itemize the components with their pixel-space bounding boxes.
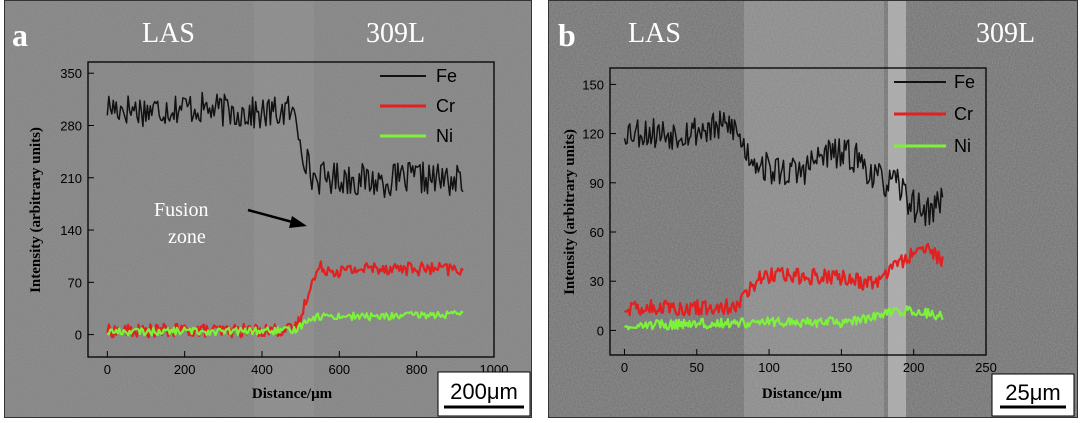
series-ni-line [106,310,464,337]
309l-region-label: 309L [976,18,1035,49]
x-tick-label: 150 [831,360,853,375]
y-tick-labels: 0 70 140 210 280 350 [60,66,82,342]
panel-border [4,0,532,418]
legend-ni-label: Ni [954,136,971,156]
fusion-zone-label-line2: zone [168,226,206,248]
las-region-label: LAS [628,18,681,49]
panel-b-figure: b LAS 309L 0 50 100 150 200 250 0 30 60 90 120 150… [548,0,1078,418]
x-tick-label: 800 [406,362,428,377]
las-region-label: LAS [142,18,195,49]
x-tick-labels: 0 50 100 150 200 250 [621,360,997,375]
scale-bar-box [437,371,531,417]
series-cr-line [623,243,944,317]
y-axis-label: Intensity (arbitrary units) [562,129,578,295]
y-tick-label: 350 [60,66,82,81]
y-tick-label: 30 [590,274,604,289]
data-series [106,91,464,339]
y-tick-label: 210 [60,171,82,186]
legend-fe-label: Fe [954,72,975,92]
x-tick-label: 200 [903,360,925,375]
legend: Fe Cr Ni [894,72,975,156]
scale-bar: 200μm [437,371,531,417]
series-ni-line [623,305,944,331]
series-fe-line [106,91,464,199]
panel-a-figure: a LAS 309L 0 200 400 600 800 1000 07014021028… [4,0,532,418]
scale-bar-text: 25μm [1005,380,1061,405]
scale-bar-text: 200μm [450,379,518,404]
axis-ticks [88,72,495,357]
x-tick-label: 400 [251,362,273,377]
sem-texture [548,0,1078,418]
axis-ticks [610,83,987,355]
series-fe-line [623,110,944,227]
legend-fe-label: Fe [436,66,457,86]
panel-b: b LAS 309L 0 50 100 150 200 250 0 30 60 90 120 150… [548,0,1078,418]
x-tick-label: 600 [328,362,350,377]
x-axis-label: Distance/μm [762,386,843,402]
y-tick-label: 150 [582,77,604,92]
x-tick-label: 0 [621,360,628,375]
x-tick-label: 250 [975,360,997,375]
y-tick-label: 90 [590,176,604,191]
y-tick-label: 120 [582,127,604,142]
plot-frame [609,67,987,356]
y-tick-label: 280 [60,118,82,133]
y-axis-label: Intensity (arbitrary units) [28,127,44,293]
y-tick-label: 0 [75,328,82,343]
x-tick-label: 50 [690,360,704,375]
y-tick-label: 140 [60,223,82,238]
x-tick-label: 0 [104,362,111,377]
legend-ni-label: Ni [436,126,453,146]
x-tick-label: 100 [758,360,780,375]
fusion-zone-label-line1: Fusion [154,199,208,221]
y-tick-label: 60 [590,225,604,240]
panel-label: a [12,17,28,53]
legend-cr-label: Cr [954,104,973,124]
legend: Fe Cr Ni [380,66,457,146]
y-tick-labels: 0 30 60 90 120 150 [582,77,604,338]
data-series [623,110,944,331]
panel-label: b [558,17,576,53]
x-tick-label: 200 [174,362,196,377]
fusion-zone-arrow [247,208,307,228]
x-axis-label: Distance/μm [252,386,333,402]
y-tick-label: 0 [597,323,604,338]
309l-region-label: 309L [366,18,425,49]
y-tick-label: 70 [68,275,82,290]
sem-texture [4,0,532,418]
scale-bar: 25μm [991,373,1075,417]
plot-frame [87,61,495,358]
scale-bar-box [991,373,1075,417]
legend-cr-label: Cr [436,96,455,116]
panel-a: a LAS 309L 0 200 400 600 800 1000 0 70 140 210 28… [4,0,532,418]
panel-border [548,0,1078,418]
